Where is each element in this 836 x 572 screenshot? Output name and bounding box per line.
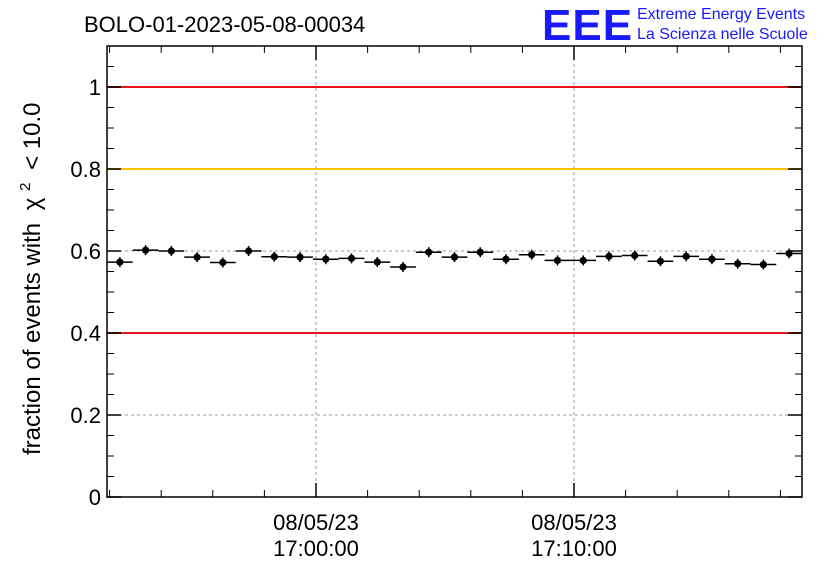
- data-point: [415, 247, 442, 258]
- data-point-marker: [656, 257, 665, 265]
- data-point-marker: [502, 255, 510, 263]
- data-point-marker: [373, 258, 381, 266]
- data-point-marker: [759, 260, 767, 269]
- plot-frame: [106, 45, 803, 498]
- y-tick-label: 0.6: [70, 239, 101, 264]
- data-points: [107, 245, 802, 272]
- y-axis: 0 0.2 0.4 0.6 0.8 1: [70, 66, 802, 510]
- grid: [107, 46, 802, 497]
- data-point-marker: [553, 256, 562, 265]
- data-point: [441, 252, 468, 263]
- data-point: [673, 251, 700, 262]
- y-tick-label: 0.8: [70, 157, 101, 182]
- data-point-marker: [708, 255, 716, 263]
- data-point-marker: [167, 247, 175, 255]
- data-point: [621, 250, 648, 261]
- data-point: [518, 249, 545, 260]
- data-point: [390, 261, 416, 272]
- logo-line-1: Extreme Energy Events: [637, 6, 805, 23]
- data-point-marker: [399, 263, 407, 271]
- data-point: [338, 253, 365, 264]
- data-point: [647, 256, 674, 267]
- data-point: [312, 254, 339, 265]
- logo-mark: EEE: [542, 1, 633, 50]
- data-point-marker: [142, 246, 150, 254]
- data-point: [699, 254, 725, 265]
- data-point: [158, 246, 185, 256]
- y-axis-label-suffix: < 10.0: [19, 103, 46, 170]
- data-point: [261, 251, 288, 262]
- data-point: [493, 254, 519, 265]
- y-tick-label: 0.4: [70, 321, 101, 346]
- data-point: [570, 255, 597, 266]
- data-point-marker: [450, 253, 459, 261]
- data-point: [724, 258, 751, 269]
- data-point-marker: [219, 258, 227, 267]
- y-axis-label-main: fraction of events with: [19, 223, 46, 455]
- data-point-marker: [528, 251, 536, 259]
- data-point: [544, 255, 571, 266]
- x-tick-label-time: 17:10:00: [531, 536, 617, 561]
- data-point: [209, 257, 236, 268]
- data-point-marker: [322, 255, 330, 263]
- data-point: [364, 257, 391, 268]
- y-axis-label-superscript: 2: [17, 183, 34, 191]
- data-point-marker: [476, 248, 484, 256]
- y-tick-label: 0.2: [70, 403, 101, 428]
- data-point-marker: [296, 253, 304, 261]
- data-point-marker: [631, 251, 639, 260]
- data-point: [235, 246, 262, 256]
- x-tick-label-time: 17:00:00: [273, 536, 359, 561]
- data-point-marker: [425, 248, 433, 256]
- y-tick-label: 0: [89, 485, 101, 510]
- data-point-marker: [193, 253, 201, 261]
- data-point-marker: [116, 258, 124, 266]
- data-point: [107, 257, 133, 268]
- y-axis-label-symbol: χ: [19, 197, 46, 210]
- data-point: [750, 259, 777, 270]
- data-point-marker: [605, 252, 613, 260]
- chart-title: BOLO-01-2023-05-08-00034: [84, 12, 365, 37]
- x-tick-label-date: 08/05/23: [531, 510, 617, 535]
- data-point-marker: [579, 256, 587, 265]
- data-point-marker: [270, 253, 278, 261]
- data-point-marker: [244, 247, 253, 255]
- data-point: [467, 247, 494, 258]
- data-point-marker: [734, 260, 742, 268]
- data-point: [596, 251, 622, 262]
- data-point: [184, 252, 210, 263]
- data-point-marker: [347, 254, 356, 262]
- logo-line-2: La Scienza nelle Scuole: [637, 26, 808, 43]
- y-tick-label: 1: [89, 75, 101, 100]
- data-point-marker: [682, 252, 690, 260]
- data-point: [776, 248, 802, 259]
- data-point: [287, 252, 313, 263]
- reference-lines: [107, 86, 802, 334]
- y-axis-label: fraction of events with χ 2 < 10.0: [9, 103, 46, 456]
- logo: EEE Extreme Energy Events La Scienza nel…: [542, 1, 808, 50]
- x-tick-label-date: 08/05/23: [273, 510, 359, 535]
- data-point: [132, 245, 159, 256]
